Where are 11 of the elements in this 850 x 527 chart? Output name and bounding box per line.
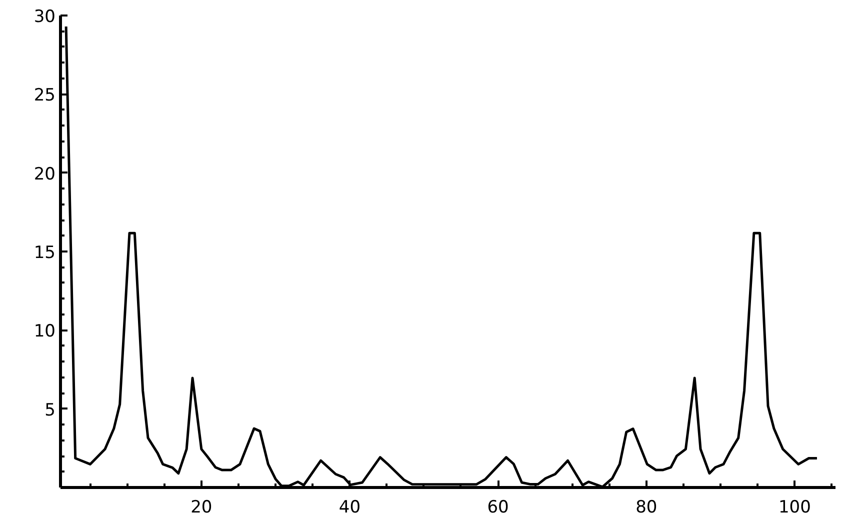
y-tick-label: 25 bbox=[34, 86, 56, 106]
y-tick-label: 20 bbox=[34, 164, 56, 184]
y-tick-label: 30 bbox=[34, 7, 56, 27]
x-tick-label: 80 bbox=[636, 498, 658, 518]
x-tick-label: 20 bbox=[190, 498, 212, 518]
x-tick-label: 60 bbox=[487, 498, 509, 518]
y-tick-label: 10 bbox=[34, 322, 56, 342]
x-tick-label: 100 bbox=[778, 498, 811, 518]
y-tick-label: 5 bbox=[44, 400, 56, 420]
y-tick-label: 15 bbox=[34, 243, 56, 263]
x-tick-label: 40 bbox=[338, 498, 361, 518]
